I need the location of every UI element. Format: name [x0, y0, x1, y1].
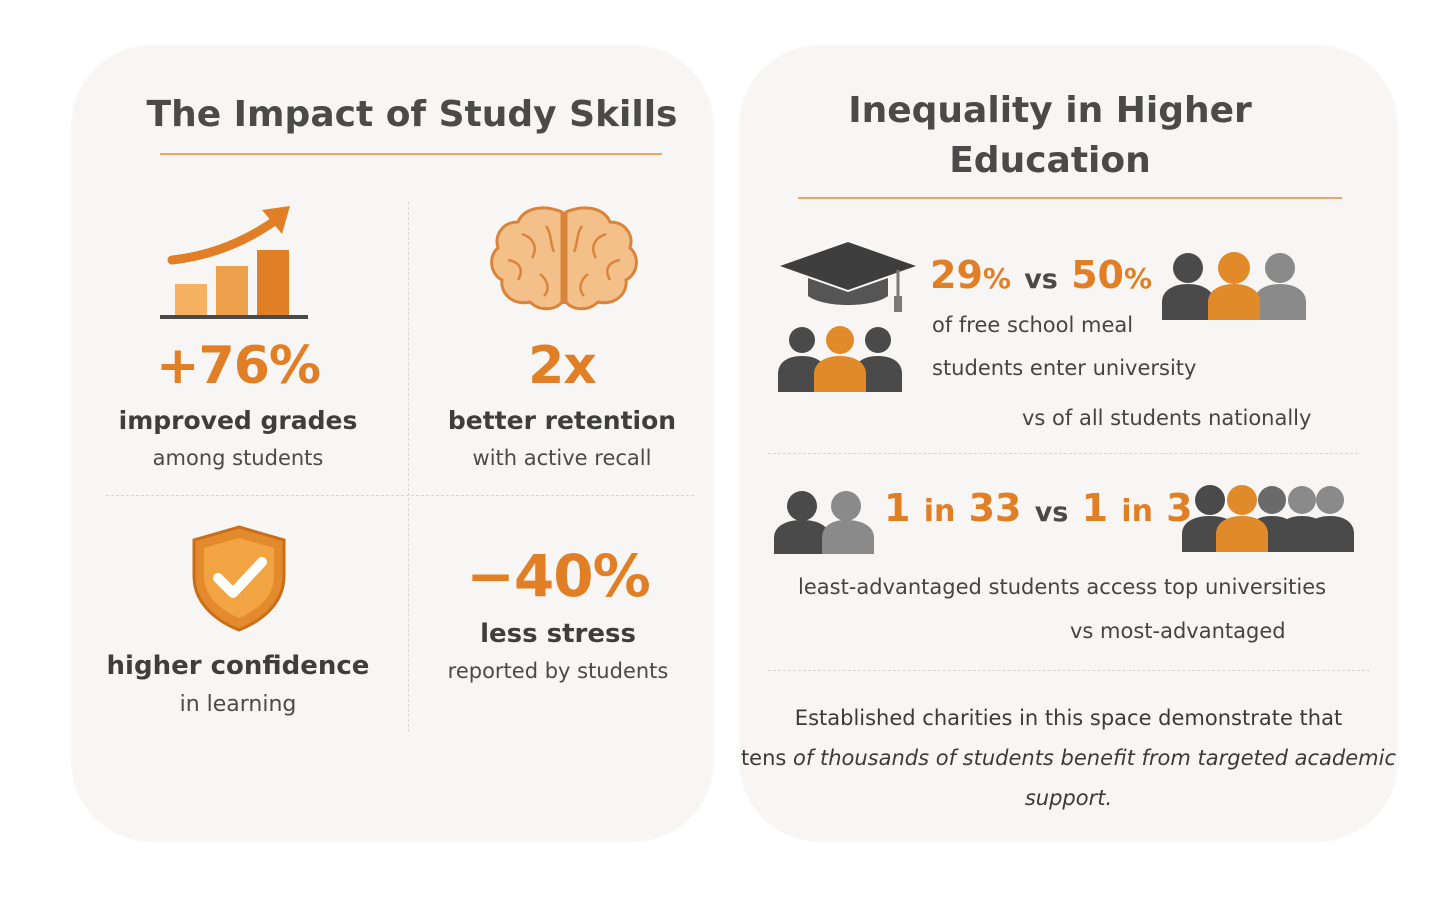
study-skills-title: The Impact of Study Skills	[146, 94, 678, 135]
people-group-icon	[1162, 250, 1308, 320]
stat-right-a: 1	[1081, 486, 1109, 530]
grid-divider-horizontal	[106, 495, 694, 496]
stat-top-university-access: 1 in 33 vs 1 in 3	[884, 485, 1193, 536]
block2-line2: vs most-advantaged	[1070, 619, 1286, 643]
stat-value: −40%	[466, 542, 650, 610]
stat-label: better retention	[447, 406, 677, 435]
stat-fsm-university-entry: 29% vs 50%	[930, 252, 1152, 303]
stat-less-stress: −40% less stress reported by students	[408, 543, 708, 687]
study-skills-card: The Impact of Study Skills +76% improved…	[72, 46, 713, 841]
footer-line2: tens of thousands of students benefit fr…	[740, 738, 1397, 818]
footer-line2-prefix: tens	[740, 746, 794, 770]
stat-sublabel: reported by students	[447, 659, 669, 683]
footer-line2-italic: of thousands of students benefit from ta…	[793, 746, 1397, 810]
stat-right-unit: %	[1123, 262, 1153, 295]
stat-label: higher confidence	[106, 651, 370, 681]
block1-line3: vs of all students nationally	[1022, 406, 1312, 430]
stat-left-a: 1	[884, 486, 911, 530]
stat-vs: vs	[1034, 497, 1069, 528]
inequality-title: Inequality in Higher Education	[740, 86, 1360, 186]
section-divider	[768, 670, 1370, 671]
stat-vs: vs	[1024, 264, 1058, 295]
block1-line1: of free school meal	[932, 313, 1134, 337]
inequality-title-line1: Inequality in Higher	[848, 90, 1252, 131]
block1-line2: students enter university	[932, 356, 1197, 380]
stat-left-unit: %	[982, 262, 1011, 295]
stat-left-b: 33	[968, 486, 1022, 530]
rising-bar-chart-icon	[158, 204, 310, 320]
stat-value: +76%	[155, 336, 321, 396]
graduation-cap-icon	[778, 240, 918, 316]
student-group-icon	[778, 324, 902, 392]
stat-higher-confidence: higher confidence in learning	[88, 649, 388, 721]
stat-value: 2x	[528, 336, 597, 396]
title-underline	[798, 197, 1342, 199]
stat-better-retention: 2x better retention with active recall	[412, 336, 712, 474]
grid-divider-vertical	[408, 202, 409, 732]
footer-note: Established charities in this space demo…	[740, 698, 1397, 818]
stat-label: less stress	[480, 619, 636, 649]
footer-line1: Established charities in this space demo…	[794, 706, 1343, 730]
inequality-title-line2: Education	[949, 140, 1151, 181]
shield-check-icon	[190, 524, 288, 632]
stat-label: improved grades	[118, 406, 358, 435]
block2-line1: least-advantaged students access top uni…	[798, 575, 1327, 599]
stat-right-number: 50	[1071, 253, 1124, 297]
section-divider	[768, 453, 1358, 454]
two-people-icon	[774, 488, 878, 554]
stat-left-in: in	[923, 494, 956, 529]
inequality-card: Inequality in Higher Education 29% vs 50…	[740, 46, 1397, 841]
crowd-icon	[1182, 482, 1354, 552]
stat-right-in: in	[1121, 494, 1153, 529]
stat-sublabel: with active recall	[472, 446, 652, 470]
title-underline	[160, 153, 662, 155]
brain-icon	[488, 204, 640, 314]
stat-sublabel: among students	[152, 446, 324, 470]
stat-sublabel: in learning	[179, 692, 297, 717]
stat-left-number: 29	[930, 253, 983, 297]
stat-improved-grades: +76% improved grades among students	[88, 336, 388, 474]
